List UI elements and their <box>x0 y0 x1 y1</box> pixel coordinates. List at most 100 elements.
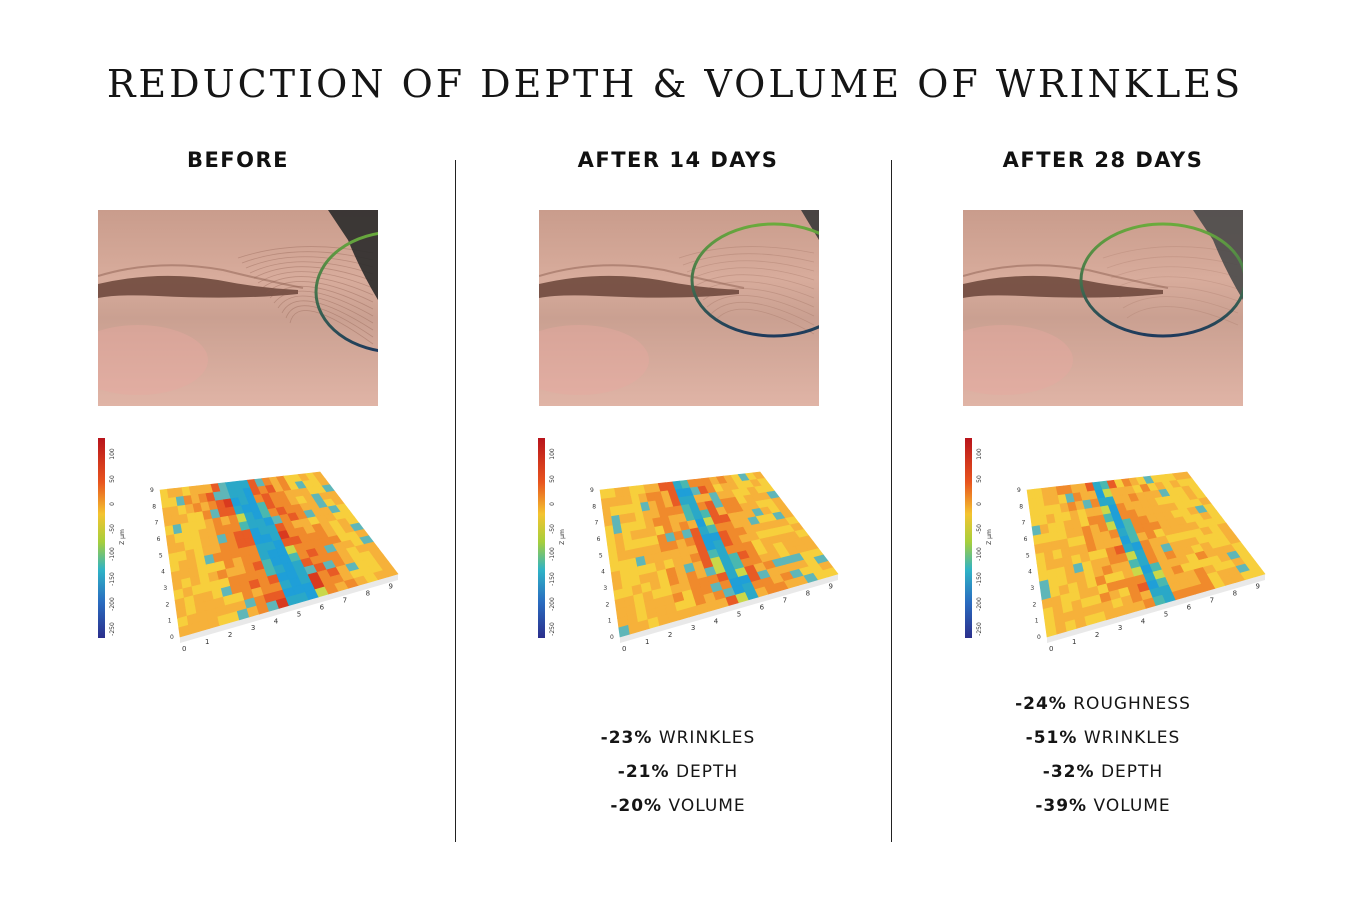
svg-text:50: 50 <box>549 475 556 483</box>
svg-text:2: 2 <box>228 631 232 639</box>
svg-text:3: 3 <box>603 585 607 592</box>
svg-text:0: 0 <box>610 634 614 641</box>
svg-text:7: 7 <box>1021 520 1025 527</box>
svg-text:4: 4 <box>161 569 165 576</box>
svg-text:2: 2 <box>606 601 610 608</box>
svg-text:8: 8 <box>806 590 810 598</box>
result-metric: DEPTH <box>675 762 739 782</box>
svg-text:-150: -150 <box>549 572 556 586</box>
svg-text:9: 9 <box>1017 487 1021 494</box>
svg-text:-200: -200 <box>976 597 983 611</box>
after-28-days-column: AFTER 28 DAYS <box>893 0 1313 900</box>
svg-text:-50: -50 <box>109 524 116 534</box>
svg-text:-50: -50 <box>549 524 556 534</box>
result-percent: -39% <box>1035 796 1088 816</box>
svg-text:5: 5 <box>737 610 741 618</box>
svg-text:-100: -100 <box>109 547 116 561</box>
svg-text:4: 4 <box>601 569 605 576</box>
svg-text:6: 6 <box>320 603 325 611</box>
after-28-days-eye-photo <box>963 210 1243 406</box>
svg-text:2: 2 <box>1033 601 1037 608</box>
column-heading: AFTER 28 DAYS <box>1002 148 1204 172</box>
result-item: -32% DEPTH <box>893 762 1313 796</box>
svg-text:2: 2 <box>668 631 672 639</box>
column-divider <box>455 160 456 842</box>
column-divider <box>891 160 892 842</box>
result-metric: VOLUME <box>668 796 746 816</box>
svg-text:8: 8 <box>152 503 156 510</box>
result-metric: WRINKLES <box>1083 728 1181 748</box>
svg-text:Z µm: Z µm <box>559 529 566 545</box>
result-metric: DEPTH <box>1100 762 1164 782</box>
result-item: -21% DEPTH <box>468 762 888 796</box>
svg-text:8: 8 <box>366 590 370 598</box>
svg-text:-250: -250 <box>549 622 556 636</box>
svg-text:9: 9 <box>1256 583 1260 591</box>
svg-text:-50: -50 <box>976 524 983 534</box>
svg-text:0: 0 <box>622 645 626 652</box>
svg-text:2: 2 <box>1095 631 1099 639</box>
svg-text:-100: -100 <box>549 547 556 561</box>
svg-text:9: 9 <box>829 583 833 591</box>
svg-text:5: 5 <box>159 552 163 559</box>
svg-text:5: 5 <box>1164 610 1168 618</box>
after-14-days-eye-photo <box>539 210 819 406</box>
svg-text:7: 7 <box>783 596 787 604</box>
svg-text:-250: -250 <box>109 622 116 636</box>
after-14-days-column: AFTER 14 DAYS <box>468 0 888 900</box>
svg-text:3: 3 <box>1030 585 1034 592</box>
column-heading: AFTER 14 DAYS <box>577 148 779 172</box>
svg-text:1: 1 <box>1035 618 1039 625</box>
svg-text:0: 0 <box>182 645 186 652</box>
result-percent: -51% <box>1025 728 1078 748</box>
svg-text:3: 3 <box>1118 624 1122 632</box>
svg-text:0: 0 <box>1037 634 1041 641</box>
svg-text:7: 7 <box>154 520 158 527</box>
before-column: BEFORE <box>28 0 448 900</box>
result-metric: WRINKLES <box>658 728 756 748</box>
svg-text:100: 100 <box>549 448 556 460</box>
svg-text:8: 8 <box>592 503 596 510</box>
result-metric: ROUGHNESS <box>1073 694 1191 714</box>
svg-text:4: 4 <box>714 617 719 625</box>
svg-text:1: 1 <box>168 618 172 625</box>
svg-text:9: 9 <box>590 487 594 494</box>
result-item: -51% WRINKLES <box>893 728 1313 762</box>
result-item: -23% WRINKLES <box>468 728 888 762</box>
svg-text:1: 1 <box>645 638 649 646</box>
result-percent: -24% <box>1015 694 1067 714</box>
svg-text:7: 7 <box>1210 596 1214 604</box>
svg-text:Z µm: Z µm <box>986 529 993 545</box>
svg-text:3: 3 <box>691 624 695 632</box>
result-item: -20% VOLUME <box>468 796 888 830</box>
svg-text:100: 100 <box>109 448 116 460</box>
svg-text:6: 6 <box>157 536 161 543</box>
svg-text:0: 0 <box>976 502 983 506</box>
svg-text:-200: -200 <box>109 597 116 611</box>
svg-text:-100: -100 <box>976 547 983 561</box>
svg-text:3: 3 <box>251 624 255 632</box>
page-title: REDUCTION OF DEPTH & VOLUME OF WRINKLES <box>106 62 1244 106</box>
svg-text:-150: -150 <box>976 572 983 586</box>
svg-text:1: 1 <box>1072 638 1076 646</box>
svg-text:9: 9 <box>150 487 154 494</box>
svg-text:6: 6 <box>1024 536 1028 543</box>
svg-text:4: 4 <box>1028 569 1032 576</box>
svg-text:5: 5 <box>599 552 603 559</box>
svg-text:3: 3 <box>163 585 167 592</box>
result-metric: VOLUME <box>1093 796 1171 816</box>
result-percent: -20% <box>610 796 663 816</box>
result-percent: -32% <box>1042 762 1095 782</box>
svg-text:9: 9 <box>389 583 393 591</box>
svg-text:-200: -200 <box>549 597 556 611</box>
svg-text:0: 0 <box>549 502 556 506</box>
result-item: -39% VOLUME <box>893 796 1313 830</box>
result-percent: -21% <box>617 762 670 782</box>
svg-text:Z µm: Z µm <box>119 529 126 545</box>
svg-text:1: 1 <box>608 618 612 625</box>
svg-text:4: 4 <box>274 617 279 625</box>
svg-text:-150: -150 <box>109 572 116 586</box>
svg-text:0: 0 <box>1049 645 1053 652</box>
